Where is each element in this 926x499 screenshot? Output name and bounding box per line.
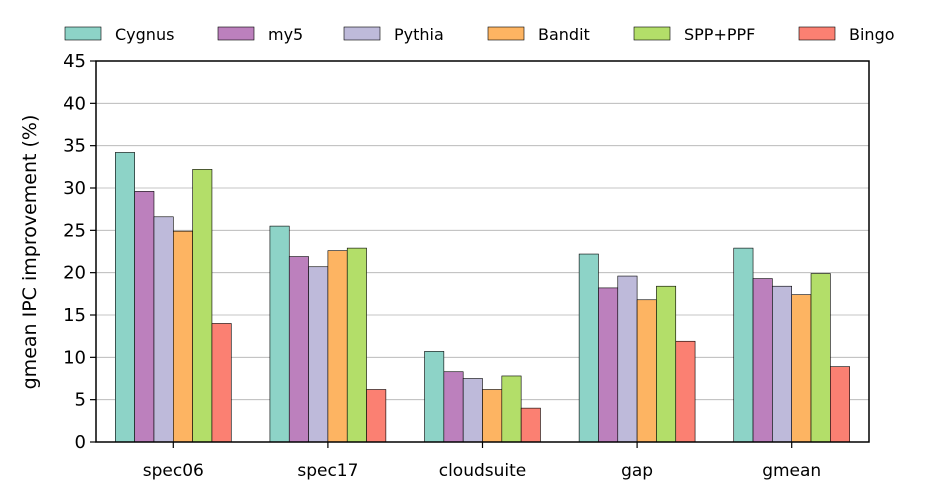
- y-tick-label: 30: [63, 178, 86, 199]
- legend-label: Pythia: [394, 25, 444, 44]
- y-axis-title: gmean IPC improvement (%): [19, 115, 41, 390]
- bar: [636, 299, 657, 443]
- y-tick-label: 0: [75, 432, 86, 453]
- bar: [134, 191, 155, 443]
- bar: [327, 250, 348, 443]
- bar: [153, 216, 174, 443]
- y-tick-label: 40: [63, 93, 86, 114]
- bar: [578, 253, 599, 443]
- legend-swatch: [633, 26, 671, 41]
- legend: Cygnus my5 Pythia Bandit SPP+PPF Bingo: [64, 25, 895, 44]
- bar: [656, 285, 677, 443]
- y-tick-label: 25: [63, 220, 86, 241]
- bar: [443, 371, 464, 443]
- bar: [501, 375, 522, 443]
- bar: [598, 287, 619, 443]
- bar: [366, 389, 387, 443]
- legend-label: SPP+PPF: [684, 25, 755, 44]
- bar: [424, 351, 445, 443]
- x-tick-label: spec17: [297, 461, 358, 481]
- x-tick-label: spec06: [143, 461, 204, 481]
- bar: [269, 225, 290, 443]
- legend-swatch: [217, 26, 255, 41]
- y-tick-label: 20: [63, 263, 86, 284]
- x-tick-label: gap: [621, 461, 653, 481]
- legend-swatch: [343, 26, 381, 41]
- legend-swatch: [64, 26, 102, 41]
- bar: [115, 152, 135, 443]
- x-tick-label: gmean: [762, 461, 821, 481]
- x-tick-label: cloudsuite: [439, 461, 527, 481]
- bar: [211, 323, 232, 443]
- bar: [830, 366, 850, 443]
- bar: [772, 285, 793, 443]
- legend-label: Cygnus: [115, 25, 174, 44]
- legend-label: Bingo: [849, 25, 895, 44]
- y-tick-label: 5: [75, 390, 86, 411]
- bar: [462, 378, 483, 443]
- y-ticks: 0 5 10 15 20 25 30 35 40 45: [63, 51, 96, 453]
- legend-swatch: [798, 26, 836, 41]
- bar: [791, 294, 812, 443]
- bar: [810, 273, 831, 443]
- bar: [617, 275, 638, 443]
- bar: [173, 230, 193, 443]
- legend-label: Bandit: [538, 25, 590, 44]
- y-tick-label: 45: [63, 51, 86, 72]
- legend-swatch: [487, 26, 525, 41]
- bar: [520, 407, 541, 443]
- bars: [115, 152, 850, 443]
- bar: [733, 247, 754, 443]
- bar: [288, 256, 309, 443]
- bar: [346, 247, 367, 443]
- y-tick-label: 35: [63, 136, 86, 157]
- bar: [482, 389, 503, 443]
- bar: [192, 169, 213, 443]
- bar: [308, 266, 329, 443]
- x-ticks: spec06 spec17 cloudsuite gap gmean: [143, 442, 821, 481]
- bar: [752, 278, 773, 443]
- bar: [675, 340, 696, 443]
- y-tick-label: 10: [63, 347, 86, 368]
- legend-label: my5: [268, 25, 303, 44]
- y-tick-label: 15: [63, 305, 86, 326]
